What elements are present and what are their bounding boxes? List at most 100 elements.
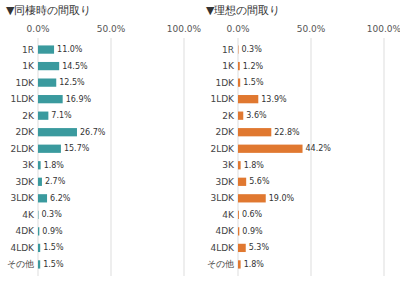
category-label: 2DK (215, 127, 235, 137)
category-label: 3LDK (210, 193, 235, 203)
data-label: 15.7% (64, 144, 90, 153)
bar (238, 178, 246, 186)
data-label: 2.7% (45, 177, 66, 186)
bar (38, 62, 59, 70)
tick-label: 50.0% (97, 24, 126, 34)
bar (238, 227, 239, 235)
category-label: 4DK (215, 226, 235, 236)
bar (238, 128, 271, 136)
panel: ▼理想の間取り 0.0% 50.0% 100.0% 0.3% 1R 1.2% 1K 1.5% 1D… (206, 4, 400, 276)
category-label: 4LDK (210, 243, 235, 253)
category-label: 1DK (15, 78, 35, 88)
data-label: 0.3% (41, 210, 62, 219)
bar (238, 145, 303, 153)
bar (238, 78, 240, 86)
data-label: 1.8% (244, 260, 265, 269)
data-label: 16.9% (66, 95, 92, 104)
data-label: 5.6% (249, 177, 270, 186)
chart-title: ▼理想の間取り (206, 4, 280, 17)
data-label: 1.8% (244, 161, 265, 170)
data-label: 11.0% (57, 45, 83, 54)
tick-label: 50.0% (297, 24, 326, 34)
category-label: 1LDK (10, 94, 35, 104)
category-label: 2K (22, 111, 35, 121)
bar (238, 194, 266, 202)
bar (238, 45, 239, 53)
category-label: 1LDK (210, 94, 235, 104)
category-label: 1K (222, 61, 235, 71)
bar (38, 128, 77, 136)
category-label: 2DK (15, 127, 35, 137)
grid-line (384, 38, 385, 276)
category-label: その他 (207, 259, 234, 269)
category-label: 3K (22, 160, 35, 170)
bar (238, 62, 240, 70)
data-label: 0.9% (242, 227, 263, 236)
category-label: 1R (22, 45, 34, 55)
category-label: 1K (22, 61, 35, 71)
bar (38, 78, 56, 86)
data-label: 0.6% (242, 210, 263, 219)
category-label: 4K (22, 210, 35, 220)
bar (38, 260, 40, 268)
category-label: 3K (222, 160, 235, 170)
category-label: 3LDK (10, 193, 35, 203)
data-label: 5.3% (249, 243, 270, 252)
data-label: 1.5% (43, 243, 64, 252)
category-label: 4DK (15, 226, 35, 236)
data-label: 26.7% (80, 128, 106, 137)
bar (238, 260, 241, 268)
bar (238, 211, 239, 219)
data-label: 1.5% (43, 260, 64, 269)
category-label: 3DK (215, 177, 235, 187)
bar (238, 161, 241, 169)
bar (38, 211, 39, 219)
chart-title: ▼同棲時の間取り (6, 4, 91, 17)
bar (238, 112, 243, 120)
data-label: 7.1% (51, 111, 72, 120)
data-label: 0.9% (42, 227, 63, 236)
category-label: 2K (222, 111, 235, 121)
data-label: 19.0% (269, 194, 295, 203)
tick-label: 0.0% (227, 24, 250, 34)
grid-line (238, 38, 239, 276)
bar (238, 95, 258, 103)
bar (238, 244, 246, 252)
bar (38, 161, 41, 169)
bar (38, 244, 40, 252)
panel: ▼同棲時の間取り0.0%50.0%100.0%11.0%1R14.5%1K12.… (6, 4, 202, 276)
data-label: 13.9% (261, 95, 287, 104)
category-label: 3DK (15, 177, 35, 187)
tick-label: 100.0% (367, 24, 400, 34)
bar (38, 45, 54, 53)
grid-line (111, 38, 112, 276)
grid-line (311, 38, 312, 276)
tick-label: 100.0% (167, 24, 202, 34)
category-label: 1R (222, 45, 234, 55)
bars (238, 45, 303, 268)
bar (38, 194, 47, 202)
data-label: 44.2% (306, 144, 332, 153)
category-label: 2LDK (210, 144, 235, 154)
data-label: 22.8% (274, 128, 300, 137)
chart-canvas: ▼同棲時の間取り 0.0% 50.0% 100.0% 11.0% 1R 14.5% 1K 12.… (0, 0, 400, 282)
bar (38, 145, 61, 153)
category-label: 4K (222, 210, 235, 220)
bar (38, 178, 42, 186)
category-label: 2LDK (10, 144, 35, 154)
category-label: その他 (7, 259, 34, 269)
category-label: 4LDK (10, 243, 35, 253)
grid-line (38, 38, 39, 276)
data-label: 3.6% (246, 111, 267, 120)
grid-line (184, 38, 185, 276)
bar (38, 95, 63, 103)
data-label: 12.5% (59, 78, 85, 87)
bar (38, 227, 39, 235)
data-label: 1.5% (243, 78, 264, 87)
data-label: 6.2% (50, 194, 71, 203)
bar (38, 112, 48, 120)
data-label: 0.3% (241, 45, 262, 54)
data-label: 1.2% (243, 62, 264, 71)
category-label: 1DK (215, 78, 235, 88)
data-label: 14.5% (62, 62, 88, 71)
